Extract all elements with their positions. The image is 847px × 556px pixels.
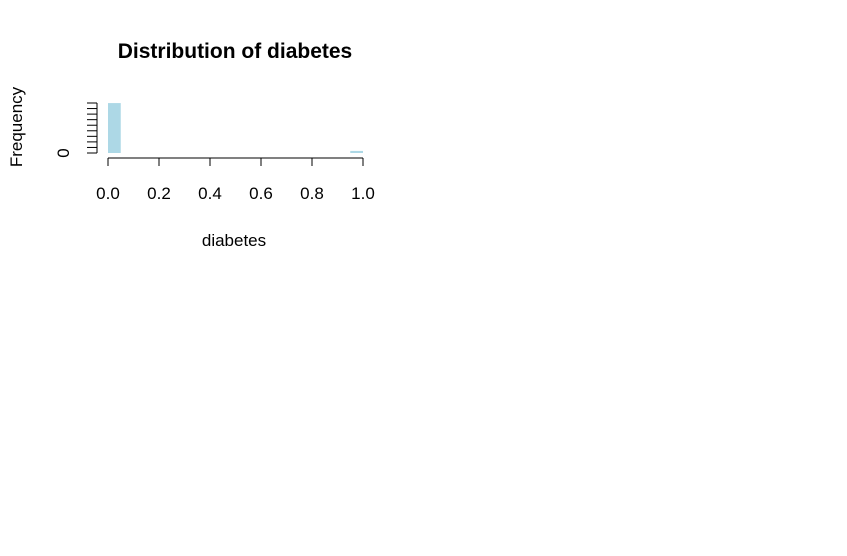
x-axis: 0.0 0.2 0.4 0.6 0.8 1.0 [96, 157, 375, 203]
x-tick-label-2: 0.4 [198, 184, 222, 203]
histogram-bar-1 [350, 150, 363, 153]
x-tick-label-4: 0.8 [300, 184, 324, 203]
x-tick-label-0: 0.0 [96, 184, 120, 203]
x-axis-label: diabetes [202, 231, 266, 250]
x-tick-label-3: 0.6 [249, 184, 273, 203]
bars-group [108, 103, 363, 153]
y-axis-label: Frequency [7, 86, 26, 167]
chart-title: Distribution of diabetes [118, 40, 353, 63]
x-tick-label-1: 0.2 [147, 184, 171, 203]
histogram-bar-0 [108, 103, 121, 153]
y-axis: 0 [54, 102, 98, 158]
x-tick-label-5: 1.0 [351, 184, 375, 203]
y-tick-label-0: 0 [54, 148, 73, 157]
